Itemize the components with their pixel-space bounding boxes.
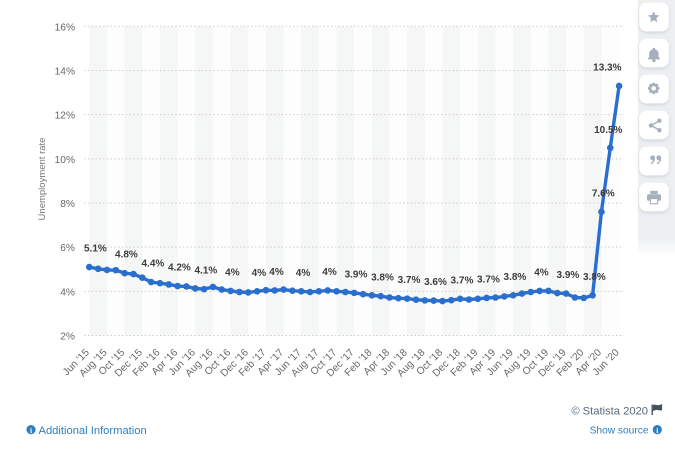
svg-text:3.9%: 3.9% (345, 269, 368, 280)
svg-text:13.3%: 13.3% (593, 62, 621, 73)
svg-text:4.2%: 4.2% (168, 263, 191, 274)
svg-text:3.7%: 3.7% (477, 274, 500, 285)
svg-text:4%: 4% (269, 267, 284, 278)
svg-text:4.4%: 4.4% (142, 259, 165, 270)
svg-text:4.8%: 4.8% (115, 250, 138, 261)
svg-text:3.7%: 3.7% (398, 275, 421, 286)
svg-text:4%: 4% (60, 287, 75, 298)
svg-text:4%: 4% (322, 267, 337, 278)
svg-text:14%: 14% (55, 66, 75, 77)
svg-text:Additional Information: Additional Information (39, 425, 147, 437)
svg-text:5.1%: 5.1% (84, 244, 107, 255)
svg-text:4%: 4% (252, 268, 267, 279)
svg-text:6%: 6% (60, 243, 75, 254)
svg-text:4.1%: 4.1% (194, 266, 217, 277)
svg-text:Unemployment rate: Unemployment rate (37, 138, 48, 221)
svg-text:3.7%: 3.7% (451, 275, 474, 286)
svg-text:3.9%: 3.9% (557, 270, 580, 281)
svg-text:10.5%: 10.5% (594, 125, 622, 136)
svg-text:3.8%: 3.8% (583, 272, 606, 283)
svg-text:4%: 4% (225, 267, 240, 278)
svg-text:16%: 16% (55, 22, 75, 33)
svg-text:i: i (656, 426, 658, 435)
svg-text:2%: 2% (60, 332, 75, 343)
svg-text:7.6%: 7.6% (592, 188, 615, 199)
svg-text:8%: 8% (60, 199, 75, 210)
svg-text:3.6%: 3.6% (424, 277, 447, 288)
svg-text:10%: 10% (55, 155, 75, 166)
svg-text:i: i (30, 426, 32, 435)
svg-text:Show source: Show source (590, 426, 649, 437)
svg-text:4%: 4% (296, 268, 311, 279)
svg-text:12%: 12% (55, 111, 75, 122)
svg-text:© Statista 2020: © Statista 2020 (571, 406, 648, 418)
svg-text:4%: 4% (534, 267, 549, 278)
svg-text:3.8%: 3.8% (504, 272, 527, 283)
svg-text:3.8%: 3.8% (371, 273, 394, 284)
